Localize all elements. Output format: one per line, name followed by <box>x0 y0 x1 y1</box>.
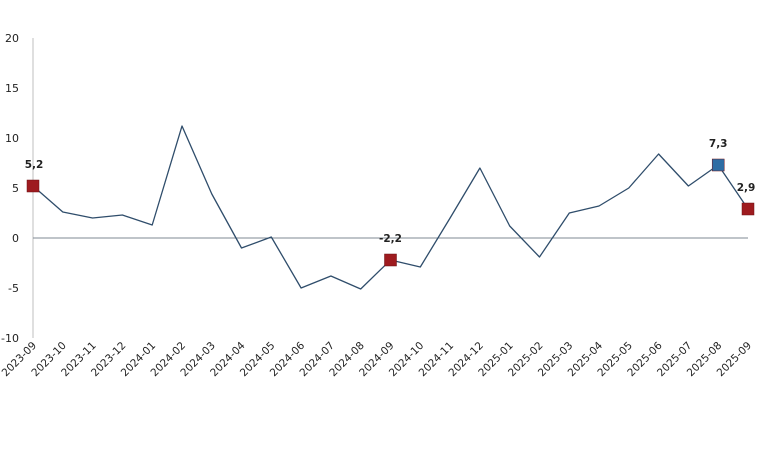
data-label: 2,9 <box>737 182 756 194</box>
data-point-marker <box>741 202 755 216</box>
y-tick-label: 20 <box>5 32 19 45</box>
data-label: -2,2 <box>379 233 402 245</box>
highlight-markers: 5,2 -2,2 7,3 2,9 <box>25 138 756 267</box>
y-tick-label: 15 <box>5 82 19 95</box>
y-tick-label: -10 <box>1 332 19 345</box>
y-axis: 20 15 10 5 0 -5 -10 <box>1 32 748 345</box>
data-point-marker <box>711 158 725 172</box>
data-label: 7,3 <box>709 138 728 150</box>
data-label: 5,2 <box>25 159 44 171</box>
y-tick-label: 0 <box>12 232 19 245</box>
data-point-marker <box>384 253 397 267</box>
y-tick-label: 10 <box>5 132 19 145</box>
y-tick-label: 5 <box>12 182 19 195</box>
y-tick-label: -5 <box>8 282 19 295</box>
x-axis: 2023-092023-102023-112023-122024-012024-… <box>0 339 754 379</box>
data-point-marker <box>26 179 40 193</box>
